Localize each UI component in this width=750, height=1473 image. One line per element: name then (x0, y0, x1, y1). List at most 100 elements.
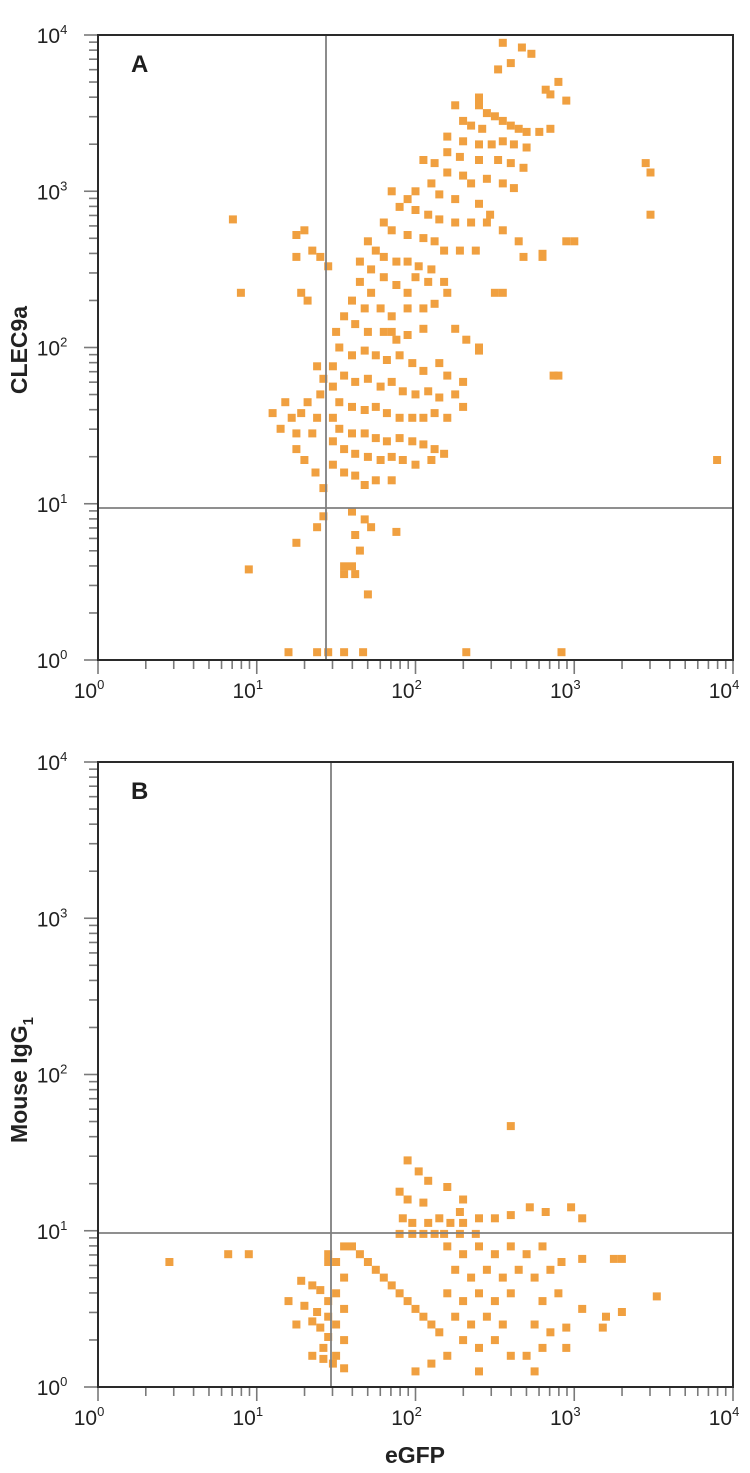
data-point (387, 226, 396, 235)
data-point (348, 562, 356, 571)
data-point (430, 299, 439, 308)
data-point (419, 1312, 428, 1321)
data-point (514, 237, 523, 246)
data-point (395, 1289, 404, 1298)
data-point (419, 366, 428, 375)
data-point (308, 1351, 317, 1360)
data-point (451, 324, 460, 333)
data-point (443, 1351, 452, 1360)
y-axis-label-a: CLEC9a (6, 306, 32, 394)
data-point (498, 1320, 507, 1329)
data-point (332, 1320, 341, 1329)
data-point (475, 1343, 483, 1352)
data-point (308, 1317, 317, 1326)
data-point (424, 210, 433, 219)
data-point (276, 424, 285, 433)
data-point (514, 124, 523, 133)
data-point (363, 1258, 372, 1266)
data-point (414, 262, 423, 271)
data-point (557, 648, 566, 657)
data-point (467, 1320, 476, 1329)
data-point (319, 512, 328, 521)
y-tick-label: 101 (37, 491, 68, 517)
data-point (478, 124, 487, 133)
data-point (482, 218, 491, 227)
data-point (578, 1254, 587, 1263)
data-point (319, 1354, 328, 1363)
data-point (490, 1250, 499, 1259)
data-point (459, 1218, 468, 1227)
data-point (224, 1250, 233, 1259)
data-point (435, 1328, 444, 1337)
data-point (498, 179, 507, 188)
data-point (419, 324, 428, 333)
data-point (360, 406, 369, 414)
data-point (371, 351, 380, 360)
data-point (459, 1336, 468, 1345)
data-point (395, 413, 404, 422)
data-point (522, 1351, 531, 1360)
y-tick-label: 100 (37, 647, 68, 673)
data-point (311, 468, 320, 477)
data-point (408, 437, 417, 446)
data-point (443, 1242, 452, 1251)
data-point (328, 413, 337, 422)
data-point (316, 390, 325, 399)
data-point (430, 237, 439, 246)
data-point (411, 273, 420, 282)
data-point (546, 1265, 555, 1274)
data-point (546, 90, 555, 99)
y-tick-label: 103 (37, 905, 68, 931)
data-point (348, 402, 356, 411)
data-point (287, 413, 296, 422)
data-point (546, 124, 555, 133)
data-point (379, 273, 388, 282)
data-point (244, 565, 253, 574)
data-point (395, 351, 404, 360)
data-point (411, 460, 420, 469)
data-point (292, 231, 301, 239)
data-point (371, 434, 380, 443)
data-point (541, 85, 550, 94)
data-point (367, 523, 376, 532)
data-point (316, 1323, 325, 1332)
data-point (538, 252, 547, 261)
data-point (284, 1297, 293, 1306)
data-point (570, 237, 579, 246)
data-point (360, 481, 369, 489)
data-point (359, 648, 368, 657)
data-point (435, 393, 444, 402)
data-point (363, 374, 372, 383)
data-point (427, 265, 436, 274)
data-point (376, 304, 385, 313)
data-point (300, 226, 309, 235)
data-point (440, 449, 449, 458)
data-point (292, 252, 301, 261)
data-point (382, 437, 391, 446)
data-point (430, 445, 439, 454)
data-point (475, 93, 483, 102)
data-point (387, 1281, 396, 1290)
data-point (419, 1198, 428, 1207)
data-point (411, 206, 420, 214)
data-point (546, 1328, 555, 1337)
data-point (351, 449, 360, 458)
data-point (462, 648, 471, 657)
data-point (328, 437, 337, 446)
data-point (541, 1208, 550, 1216)
data-point (490, 288, 499, 297)
x-tick-label: 104 (709, 677, 740, 703)
data-point (324, 1258, 333, 1266)
data-point (419, 440, 428, 449)
data-point (371, 476, 380, 485)
data-point (475, 1367, 483, 1376)
data-point (376, 456, 385, 464)
data-point (324, 1250, 333, 1259)
data-point (646, 168, 655, 177)
data-point (467, 1273, 476, 1282)
data-point (451, 390, 460, 399)
data-point (348, 429, 356, 438)
data-point (567, 1203, 576, 1212)
